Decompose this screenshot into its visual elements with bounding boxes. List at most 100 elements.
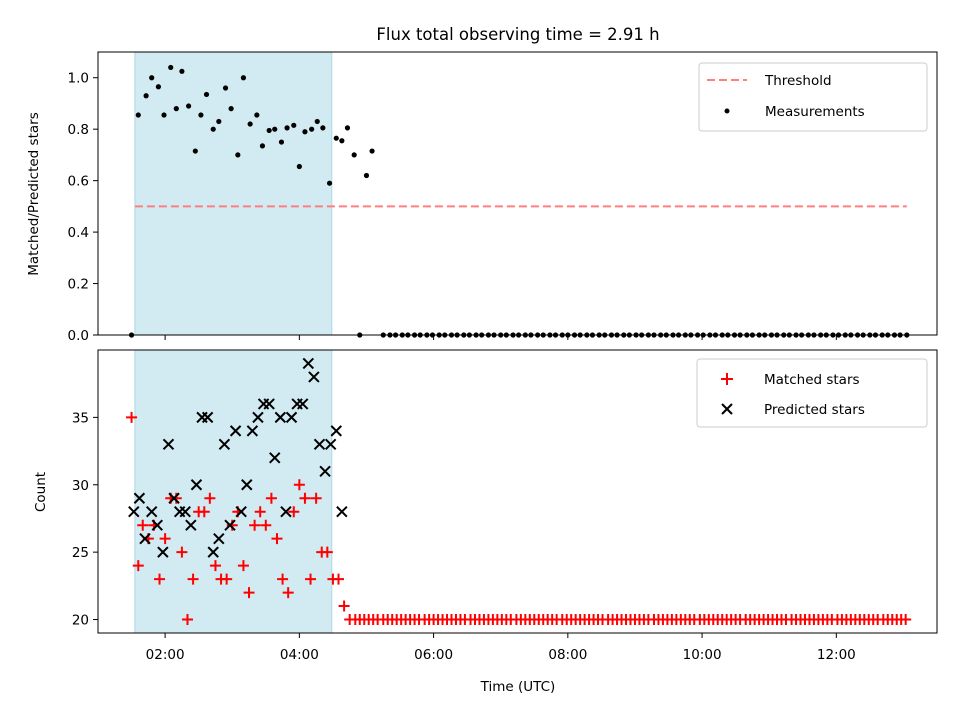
bottom-x-tick-label: 08:00 (548, 647, 587, 663)
measurement-point (247, 121, 253, 127)
predicted-star-point (213, 532, 225, 545)
bottom-y-tick-label: 25 (72, 545, 89, 561)
bottom-x-ticks: 02:00 04:00 06:00 08:00 10:00 12:00 (146, 633, 856, 663)
measurement-point (155, 84, 162, 90)
predicted-star-point (336, 506, 348, 518)
measurement-point (369, 148, 375, 154)
matched-star-point (243, 587, 255, 599)
top-y-tick-label: 0.0 (68, 328, 89, 344)
predicted-star-point (168, 492, 180, 504)
matched-star-point (249, 519, 261, 531)
matched-star-point (154, 573, 166, 585)
measurement-point (198, 112, 204, 118)
top-shaded-region (134, 51, 333, 336)
predicted-star-point (218, 438, 231, 451)
matched-star-point (237, 560, 249, 572)
measurement-point (222, 85, 229, 91)
measurement-point (266, 127, 272, 134)
bottom-y-tick-label: 35 (72, 410, 89, 426)
bottom-y-tick-label: 30 (72, 478, 89, 494)
matched-star-point (204, 492, 216, 504)
top-y-axis-label: Matched/Predicted stars (26, 112, 42, 275)
bottom-x-tick-label: 06:00 (414, 647, 453, 663)
measurement-point (173, 106, 179, 112)
chart-title: Flux total observing time = 2.91 h (376, 25, 659, 44)
bottom-x-tick-label: 12:00 (817, 647, 856, 663)
measurement-point (326, 180, 333, 186)
predicted-star-point (246, 425, 259, 437)
measurement-point (192, 148, 198, 154)
measurement-point (344, 125, 351, 131)
legend-matched-label: Matched stars (764, 372, 860, 388)
measurement-point (161, 112, 167, 118)
predicted-star-point (302, 357, 315, 370)
top-y-tick-label: 0.4 (68, 225, 89, 241)
predicted-star-point (179, 506, 191, 518)
matched-star-point (288, 506, 300, 518)
predicted-star-point (280, 506, 292, 518)
measurement-point (203, 91, 210, 98)
measurement-point (254, 112, 260, 118)
predicted-star-point (308, 371, 320, 383)
predicted-star-point (207, 546, 219, 558)
measurement-point (259, 143, 266, 149)
matched-star-point (126, 411, 138, 423)
top-legend: Threshold Measurements (698, 62, 928, 132)
measurement-point (240, 75, 247, 81)
bottom-y-tick-label: 20 (72, 613, 89, 629)
bottom-x-tick-label: 04:00 (280, 647, 319, 663)
matched-star-point (159, 533, 171, 545)
predicted-star-point (330, 425, 342, 437)
matched-star-point (226, 519, 238, 531)
measurement-point (314, 118, 320, 125)
matched-star-point (900, 614, 912, 626)
measurement-point (149, 75, 155, 81)
matched-star-point (293, 479, 305, 491)
top-plot-frame (97, 51, 938, 336)
top-y-tick-label: 0.8 (68, 122, 89, 138)
measurement-point (284, 125, 290, 131)
matched-star-point (265, 492, 277, 504)
measurement-point (143, 93, 149, 99)
predicted-star-point (274, 411, 287, 424)
measurement-point (235, 152, 241, 158)
matched-star-point (277, 573, 289, 585)
legend-matched-swatch (721, 373, 733, 385)
measurement-point (363, 172, 370, 179)
matched-star-point (254, 506, 266, 518)
matched-star-point (176, 546, 188, 558)
matched-star-point (282, 587, 294, 599)
measurement-point (168, 64, 174, 71)
measurement-point (302, 129, 308, 135)
bottom-x-tick-label: 10:00 (683, 647, 722, 663)
measurement-point (278, 139, 285, 145)
matched-star-point (310, 492, 322, 504)
matched-star-point (305, 573, 317, 585)
measurement-point (291, 122, 297, 128)
predicted-stars-points (128, 357, 348, 558)
matched-stars-points (126, 411, 912, 626)
top-y-ticks: 0.0 0.2 0.4 0.6 0.8 1.0 (68, 71, 98, 344)
measurement-point (309, 126, 315, 132)
bottom-shaded-region (134, 349, 333, 634)
predicted-star-point (133, 492, 146, 504)
measurement-point (351, 152, 357, 158)
matched-star-point (137, 519, 149, 531)
matched-star-point (132, 560, 144, 572)
predicted-star-point (185, 519, 197, 531)
legend-predicted-label: Predicted stars (764, 402, 865, 418)
predicted-star-point (128, 506, 140, 518)
predicted-star-point (297, 398, 309, 410)
predicted-star-point (252, 411, 264, 424)
legend-measurements-swatch (724, 108, 730, 114)
matched-star-point (338, 600, 350, 612)
measurement-point (186, 103, 192, 109)
predicted-star-point (324, 438, 337, 451)
predicted-star-point (241, 479, 253, 491)
measurement-point (272, 126, 278, 132)
measurement-point (210, 126, 216, 132)
bottom-y-ticks: 20 25 30 35 (72, 410, 98, 629)
predicted-star-point (319, 465, 331, 477)
top-panel: 0.0 0.2 0.4 0.6 0.8 1.0 Flux total observing … (26, 25, 938, 344)
